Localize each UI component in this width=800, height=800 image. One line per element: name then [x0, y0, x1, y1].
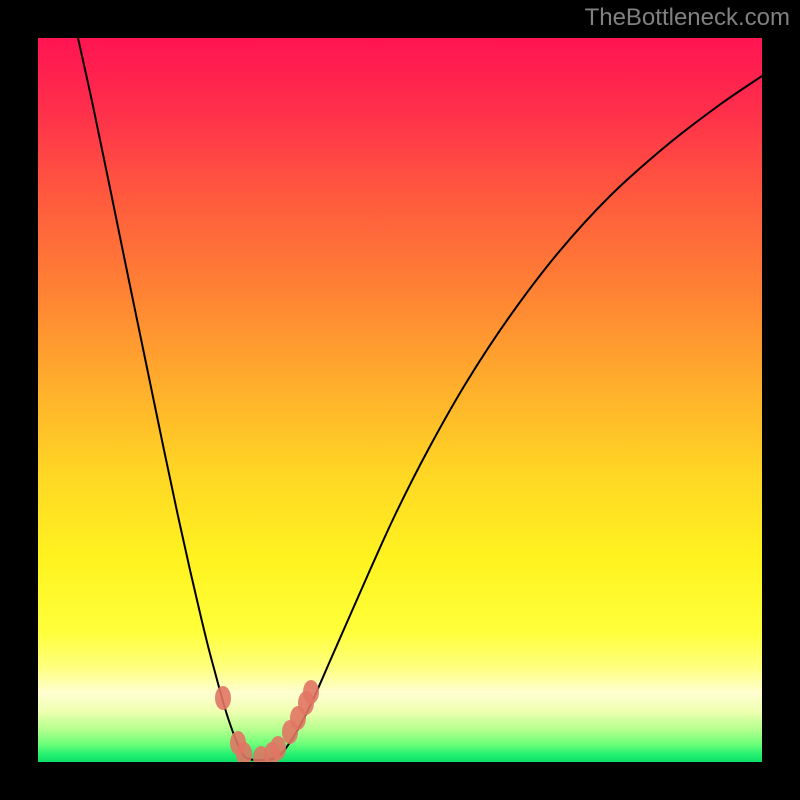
bottleneck-curve — [38, 38, 762, 762]
plot-area — [38, 38, 762, 762]
watermark-text: TheBottleneck.com — [585, 4, 790, 32]
data-marker — [215, 686, 231, 710]
data-marker — [303, 680, 319, 704]
data-marker — [270, 736, 286, 760]
